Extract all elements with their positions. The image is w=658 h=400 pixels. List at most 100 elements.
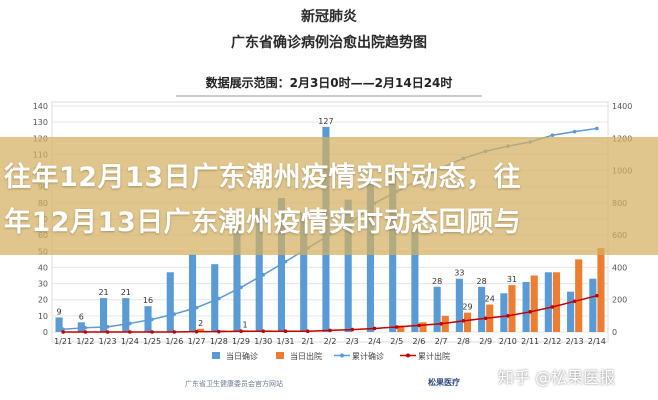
point-cumulative-discharged [194, 329, 199, 334]
bar-daily-confirmed [99, 298, 108, 332]
bar-daily-confirmed [233, 223, 241, 332]
bar-daily-confirmed [500, 293, 508, 332]
legend-label: 累计确诊 [352, 351, 384, 361]
point-cumulative-confirmed [172, 312, 177, 316]
x-tick-label: 2/7 [435, 337, 448, 346]
bar-daily-confirmed [478, 286, 486, 332]
bar-daily-confirmed [411, 228, 419, 332]
point-cumulative-confirmed [150, 317, 154, 322]
y-tick-label: 30 [38, 280, 48, 289]
bar-daily-confirmed [255, 207, 263, 332]
data-label-confirmed: 28 [432, 277, 442, 286]
point-cumulative-confirmed [128, 321, 132, 326]
bar-daily-confirmed [122, 298, 130, 332]
point-cumulative-discharged [128, 330, 132, 334]
header-line2: 广东省确诊病例治愈出院趋势图 [231, 34, 427, 51]
point-cumulative-discharged [328, 328, 332, 333]
bar-daily-confirmed [55, 317, 63, 332]
bar-daily-discharged [197, 328, 205, 332]
data-label-confirmed: 21 [98, 288, 108, 297]
x-tick-label: 2/11 [521, 337, 539, 346]
point-cumulative-discharged [150, 330, 154, 334]
legend-swatch [212, 352, 220, 359]
x-tick-label: 2/3 [346, 337, 359, 346]
bar-daily-confirmed [589, 278, 597, 332]
bar-daily-confirmed [300, 212, 308, 332]
x-tick-label: 1/30 [254, 337, 272, 346]
legend-swatch [276, 352, 284, 359]
bar-daily-discharged [463, 312, 472, 332]
data-label-confirmed: 6 [79, 312, 84, 321]
bar-daily-confirmed [522, 281, 530, 332]
overlay-title-line2: 年12月13日广东潮州疫情实时动态回顾与 [4, 207, 522, 238]
legend-label: 累计出院 [418, 351, 450, 361]
y2-tick-label: 400 [612, 263, 627, 272]
point-cumulative-discharged [350, 327, 355, 332]
legend-marker [340, 353, 344, 358]
point-cumulative-confirmed [217, 296, 221, 301]
bar-daily-confirmed [433, 286, 441, 332]
y-tick-label: 130 [33, 118, 48, 127]
point-cumulative-discharged [550, 305, 555, 309]
point-cumulative-confirmed [105, 325, 110, 329]
x-tick-label: 1/22 [76, 337, 94, 346]
y2-tick-label: 0 [612, 328, 617, 337]
bar-daily-confirmed [455, 278, 463, 332]
legend-label: 当日确诊 [226, 351, 258, 361]
bar-daily-discharged [530, 275, 538, 332]
x-tick-label: 1/29 [232, 337, 250, 346]
x-tick-label: 1/25 [143, 337, 161, 346]
bar-daily-confirmed [77, 322, 85, 332]
point-cumulative-discharged [483, 316, 488, 321]
bar-daily-discharged [397, 325, 405, 332]
point-cumulative-confirmed [83, 326, 88, 330]
point-cumulative-discharged [394, 325, 399, 329]
point-cumulative-discharged [572, 299, 577, 304]
y-tick-label: 0 [43, 328, 48, 337]
data-label-discharged: 24 [485, 295, 495, 304]
point-cumulative-discharged [105, 330, 110, 334]
point-cumulative-discharged [61, 330, 65, 334]
x-tick-label: 2/4 [368, 337, 381, 346]
data-label-discharged: 1 [243, 320, 248, 329]
y2-tick-label: 1400 [612, 102, 632, 111]
x-tick-label: 1/28 [210, 337, 228, 346]
point-cumulative-confirmed [194, 305, 199, 310]
point-cumulative-discharged [528, 310, 532, 314]
bar-daily-confirmed [188, 254, 197, 332]
bar-daily-discharged [552, 272, 561, 332]
x-tick-label: 1/24 [121, 337, 139, 346]
x-tick-label: 1/31 [277, 337, 295, 346]
point-cumulative-discharged [261, 329, 266, 333]
x-tick-label: 2/12 [543, 337, 561, 346]
data-label-discharged: 2 [198, 319, 203, 328]
overlay-title: 往年12月13日广东潮州疫情实时动态，往 年12月13日广东潮州疫情实时动态回顾… [0, 155, 658, 245]
bar-daily-discharged [597, 248, 605, 332]
point-cumulative-discharged [239, 329, 243, 333]
point-cumulative-discharged [172, 330, 177, 334]
point-cumulative-discharged [417, 323, 421, 328]
bar-daily-confirmed [344, 199, 352, 332]
y2-tick-label: 200 [612, 296, 627, 305]
data-label-discharged: 31 [507, 275, 517, 284]
footer-logo: 松果医疗 [428, 378, 460, 387]
point-cumulative-discharged [372, 326, 377, 331]
title-overlay-band [0, 137, 658, 255]
bar-daily-discharged [508, 285, 516, 332]
x-tick-label: 2/1 [301, 337, 314, 346]
x-tick-label: 1/21 [54, 337, 72, 346]
point-cumulative-confirmed [595, 126, 599, 131]
legend-marker [406, 353, 410, 358]
point-cumulative-discharged [83, 330, 88, 334]
bar-daily-confirmed [166, 272, 174, 332]
y-tick-label: 140 [33, 102, 48, 111]
x-tick-label: 2/13 [566, 337, 584, 346]
bar-daily-confirmed [211, 264, 219, 332]
data-label-discharged: 29 [462, 303, 472, 312]
y-tick-label: 40 [38, 263, 48, 272]
point-cumulative-confirmed [261, 273, 266, 277]
point-cumulative-discharged [439, 321, 444, 326]
point-cumulative-confirmed [239, 285, 243, 290]
data-label-confirmed: 33 [454, 269, 464, 278]
